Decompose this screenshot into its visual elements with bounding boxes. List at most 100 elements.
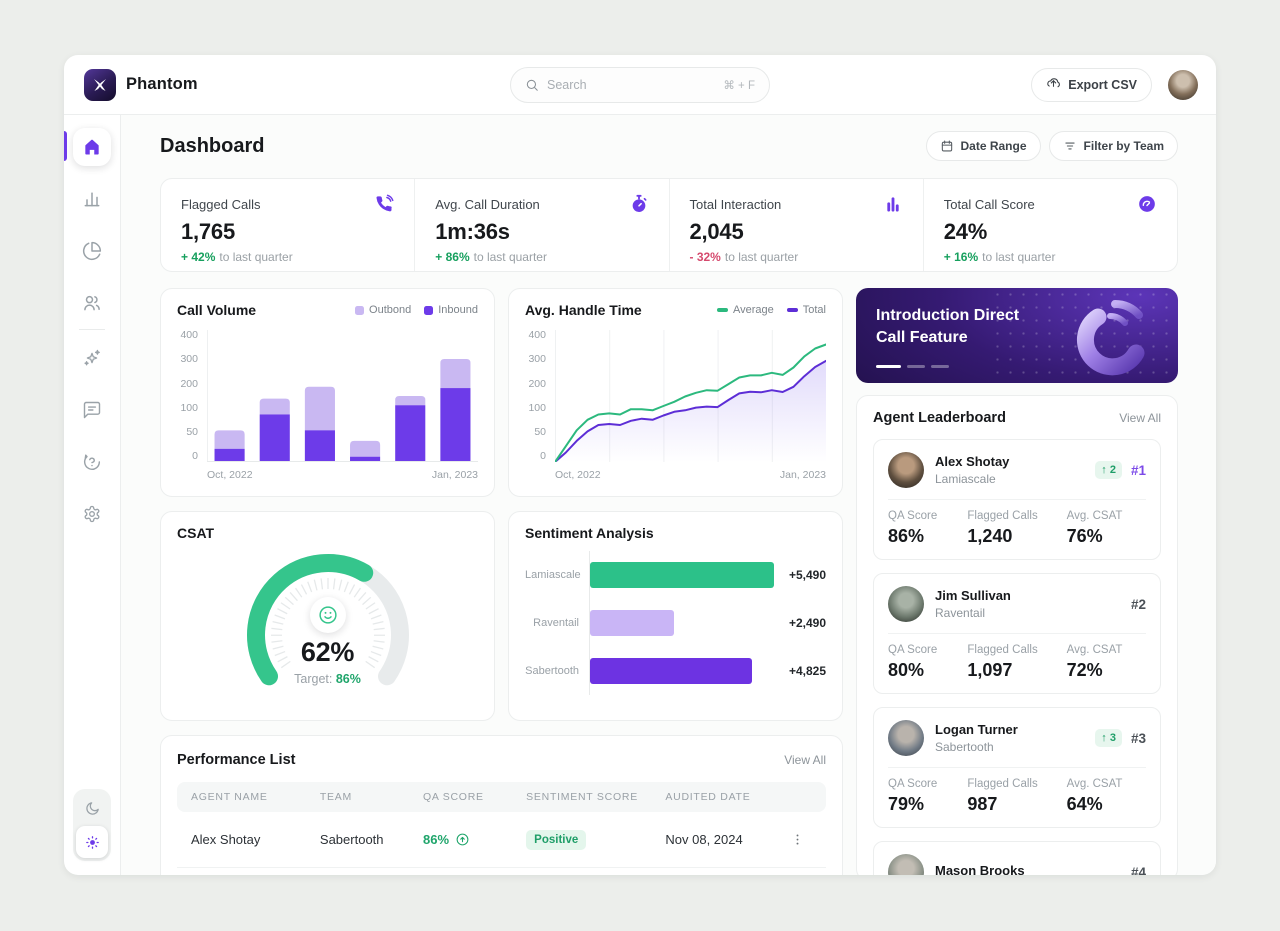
flagged-calls-value: 1,240 [967, 526, 1013, 546]
stat-delta: + 86% [435, 250, 470, 264]
carousel-dot-2[interactable] [907, 365, 925, 368]
handle-time-y-axis: 400 300 200 100 50 0 [528, 329, 546, 463]
stat-card-avg-call-duration: Avg. Call Duration 1m:36s + 86% to last q… [414, 179, 668, 271]
qa-score-value: 80% [888, 660, 925, 680]
feature-banner[interactable]: Introduction Direct Call Feature [856, 288, 1178, 383]
filter-by-team-button[interactable]: Filter by Team [1048, 131, 1178, 161]
sidebar-item-analytics[interactable] [73, 180, 111, 218]
avatar [888, 452, 924, 488]
x-label-start: Oct, 2022 [555, 469, 601, 481]
columns-icon [887, 197, 899, 212]
banner-carousel-dots [876, 365, 949, 368]
stat-delta: + 16% [943, 250, 979, 264]
handle-time-card: Avg. Handle Time Average Total 400 300 200… [508, 288, 843, 497]
legend-total: Total [802, 304, 826, 316]
row-menu-button[interactable] [784, 832, 812, 847]
sentiment-bar[interactable] [590, 562, 774, 588]
sentiment-category: Sabertooth [525, 665, 579, 677]
upload-icon [1047, 78, 1061, 88]
rank-change-badge: ↑ 3 [1095, 729, 1122, 747]
leaderboard-title: Agent Leaderboard [873, 410, 1006, 426]
handle-time-chart[interactable] [555, 330, 826, 462]
stat-label: Flagged Calls [181, 196, 261, 212]
call-volume-card: Call Volume Outbond Inbound 400 300 200 100… [160, 288, 495, 497]
rank-label: #2 [1130, 596, 1146, 612]
legend-inbound: Inbound [438, 304, 478, 316]
agent-leaderboard-card: Agent Leaderboard View All Alex Shotay L… [856, 395, 1178, 875]
theme-light-button[interactable] [76, 826, 108, 858]
search-icon [526, 79, 538, 91]
sidebar-item-home[interactable] [73, 128, 111, 166]
sentiment-card: Sentiment Analysis Lamiascale +5,490 Rav… [508, 511, 843, 721]
user-avatar[interactable] [1168, 69, 1198, 100]
bar-chart-icon [84, 192, 100, 207]
stat-note: to last quarter [724, 250, 799, 264]
col-qa-score: QA Score [423, 791, 484, 803]
agent-team: Raventail [935, 606, 986, 620]
sentiment-chart: Lamiascale +5,490 Raventail +2,490 [525, 551, 826, 695]
qa-score-value: 86% [888, 526, 925, 546]
carousel-dot-1[interactable] [876, 365, 901, 368]
x-label-end: Jan, 2023 [779, 469, 826, 481]
call-volume-chart[interactable] [207, 330, 478, 462]
table-row[interactable]: Alex Shotay Sabertooth 86% Positive Nov … [177, 812, 826, 868]
app-window: Phantom Search ⌘ + F Export CSV [64, 55, 1216, 875]
search-input[interactable]: Search ⌘ + F [510, 66, 770, 103]
search-placeholder: Search [547, 77, 587, 92]
arrow-up-circle-icon [456, 833, 469, 846]
legend-average: Average [732, 304, 774, 316]
pie-chart-icon [82, 241, 102, 261]
sidebar-item-reports[interactable] [73, 232, 111, 270]
sidebar-item-agents[interactable] [73, 284, 111, 322]
outbond-swatch [355, 305, 365, 315]
cell-qa-score: 86% [423, 832, 450, 847]
leaderboard-entry-1[interactable]: Alex Shotay Lamiascale ↑ 2 #1 QA Score 86… [873, 439, 1161, 560]
sidebar-item-help[interactable] [73, 443, 111, 481]
flagged-calls-label: Flagged Calls [967, 510, 1038, 522]
agent-team: Lamiascale [935, 472, 996, 486]
agent-name: Jim Sullivan [935, 588, 1011, 603]
sidebar-item-settings[interactable] [73, 495, 111, 533]
sentiment-row-lamiascale: Lamiascale +5,490 [525, 551, 826, 599]
performance-title: Performance List [177, 752, 296, 768]
home-icon [85, 139, 99, 155]
legend-outbond: Outbond [369, 304, 412, 316]
flagged-calls-value: 1,097 [967, 660, 1013, 680]
flagged-calls-label: Flagged Calls [967, 778, 1038, 790]
phone-icon [376, 194, 394, 212]
flagged-calls-value: 987 [967, 794, 998, 814]
col-agent-name: Agent Name [191, 791, 268, 803]
sentiment-bar[interactable] [590, 610, 674, 636]
banner-title-line2: Call Feature [876, 328, 968, 346]
filter-icon [1064, 142, 1075, 150]
agent-name: Mason Brooks [935, 863, 1025, 875]
avg-csat-label: Avg. CSAT [1066, 778, 1123, 790]
stopwatch-icon [632, 194, 646, 212]
main-content: Dashboard Date Range Filter by Team [121, 115, 1216, 875]
avatar [888, 586, 924, 622]
theme-dark-button[interactable] [76, 792, 108, 824]
performance-table-header: Agent Name Team QA Score Sentiment Score… [177, 782, 826, 812]
sidebar-item-messages[interactable] [73, 391, 111, 429]
active-nav-indicator [64, 131, 67, 161]
date-range-button[interactable]: Date Range [925, 131, 1041, 161]
leaderboard-view-all-link[interactable]: View All [1119, 411, 1161, 425]
stat-label: Total Call Score [943, 196, 1035, 212]
leaderboard-entry-2[interactable]: Jim Sullivan Raventail #2 QA Score 80% Fl… [873, 573, 1161, 694]
stat-note: to last quarter [219, 250, 293, 264]
phone-illustration [1076, 299, 1145, 376]
sentiment-value: +4,825 [788, 664, 826, 678]
avg-csat-value: 64% [1066, 794, 1103, 814]
sidebar-item-ai[interactable] [73, 339, 111, 377]
cell-team: Sabertooth [319, 832, 384, 847]
qa-score-value: 79% [888, 794, 925, 814]
carousel-dot-3[interactable] [931, 365, 949, 368]
export-csv-button[interactable]: Export CSV [1031, 67, 1152, 102]
leaderboard-entry-3[interactable]: Logan Turner Sabertooth ↑ 3 #3 QA Score 7… [873, 707, 1161, 828]
phantom-logo[interactable] [84, 68, 116, 101]
sentiment-bar[interactable] [590, 658, 752, 684]
leaderboard-entry-4[interactable]: Mason Brooks #4 [873, 841, 1161, 875]
performance-view-all-link[interactable]: View All [784, 753, 826, 767]
csat-title: CSAT [177, 525, 215, 541]
sentiment-value: +2,490 [788, 616, 826, 630]
